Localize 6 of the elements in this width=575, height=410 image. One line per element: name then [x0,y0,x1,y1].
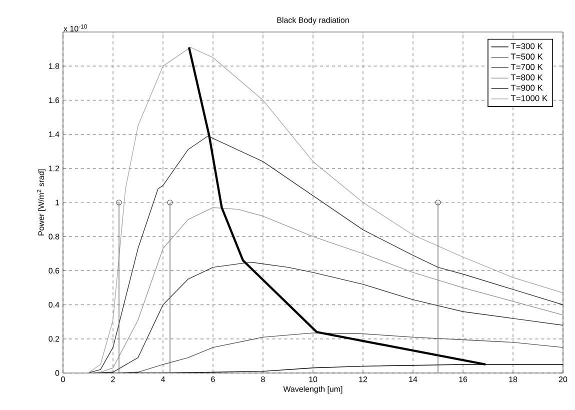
legend-label: T=300 K [510,43,543,50]
legend-label: T=800 K [510,74,543,80]
legend-label: T=700 K [510,64,543,70]
legend-label: T=1000 K [510,95,548,102]
legend-label: T=900 K [510,84,543,91]
legend-label: T=500 K [510,54,543,60]
